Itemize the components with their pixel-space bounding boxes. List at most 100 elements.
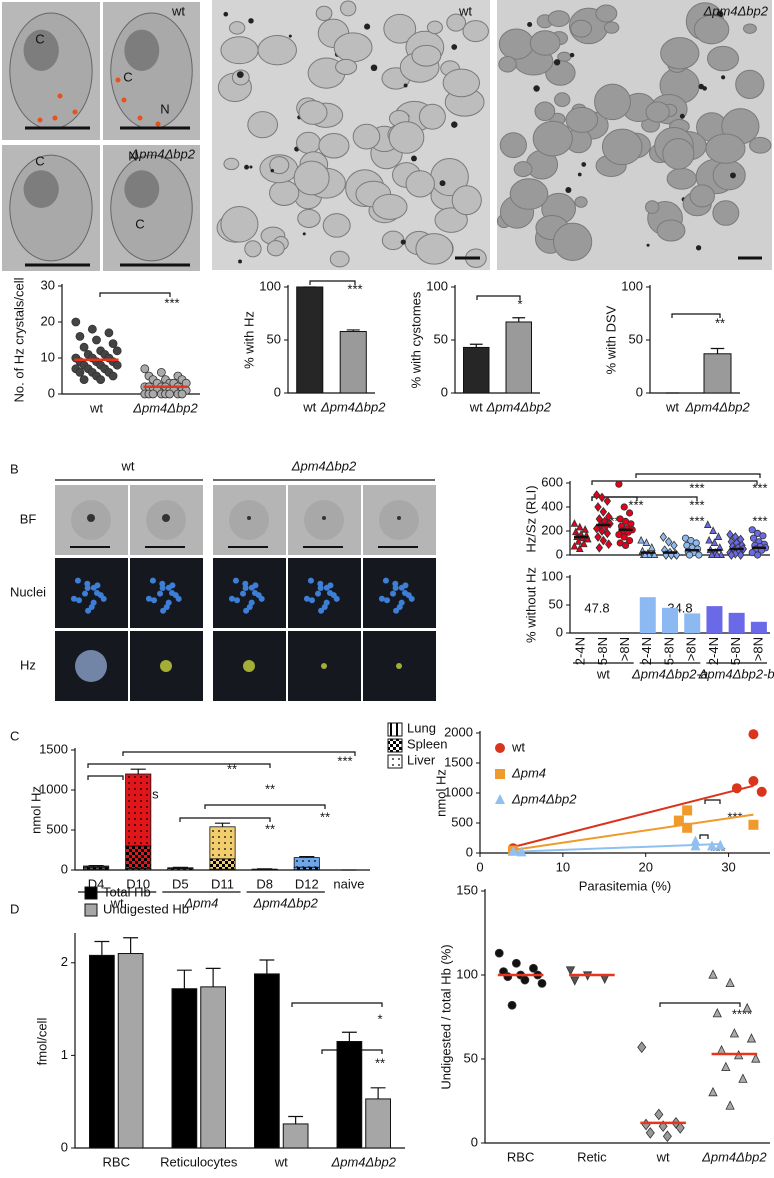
y-tick-label: 100 bbox=[426, 278, 448, 293]
sig-bracket bbox=[205, 805, 325, 809]
annotation: ** bbox=[227, 761, 237, 776]
data-point bbox=[686, 552, 692, 558]
y-tick-label: 200 bbox=[541, 522, 563, 537]
nucleus-dot bbox=[315, 591, 321, 597]
y-tick-label: 100 bbox=[621, 278, 643, 293]
cell bbox=[245, 241, 261, 257]
cell bbox=[353, 124, 380, 149]
nucleus-dot bbox=[308, 578, 314, 584]
hz-crystal bbox=[238, 260, 242, 264]
nucleus-dot bbox=[160, 608, 166, 614]
x-tick-label: RBC bbox=[507, 1149, 534, 1164]
x-tick-label: 2-4N bbox=[706, 637, 721, 665]
x-tick-label: Δpm4Δbp2 bbox=[132, 400, 198, 415]
bar bbox=[751, 622, 767, 633]
hz-signal bbox=[396, 663, 402, 669]
cell bbox=[694, 15, 728, 44]
cell bbox=[416, 234, 453, 265]
arrow-marker bbox=[138, 116, 143, 121]
x-tick-label: D11 bbox=[211, 876, 234, 891]
x-tick-label: 2-4N bbox=[639, 637, 654, 665]
cell bbox=[646, 102, 669, 122]
hz-crystal bbox=[570, 53, 574, 57]
nucleus-dot bbox=[85, 608, 91, 614]
cell bbox=[382, 231, 404, 249]
cell bbox=[221, 207, 258, 242]
hz-crystal bbox=[271, 169, 275, 173]
cell bbox=[389, 122, 424, 154]
hz-crystal bbox=[565, 187, 571, 193]
cell bbox=[595, 84, 631, 120]
nucleus-dot bbox=[409, 596, 415, 602]
data-point bbox=[748, 820, 758, 830]
cell bbox=[558, 52, 571, 61]
nucleus-dot bbox=[384, 597, 390, 603]
annotation: *** bbox=[752, 480, 767, 495]
arrow-marker bbox=[116, 78, 121, 83]
panel-letter: C bbox=[10, 728, 19, 743]
annotation: ** bbox=[375, 1055, 385, 1070]
sig-bracket bbox=[477, 296, 520, 300]
panel-letter: B bbox=[10, 461, 19, 476]
hz bbox=[247, 516, 251, 520]
y-axis-label: Hz/Sz (RLI) bbox=[523, 485, 538, 552]
x-tick-label: wt bbox=[89, 400, 103, 415]
legend-swatch bbox=[85, 887, 97, 899]
error-bar bbox=[177, 970, 192, 989]
micrograph-label: wt bbox=[458, 3, 472, 18]
legend-label: Spleen bbox=[407, 736, 447, 751]
data-point bbox=[622, 542, 628, 548]
y-axis-label: fmol/cell bbox=[34, 1018, 49, 1066]
group-label: wt bbox=[596, 666, 610, 681]
arrow-marker bbox=[122, 98, 127, 103]
annotation: *** bbox=[337, 753, 352, 768]
bar bbox=[640, 597, 656, 633]
bar bbox=[297, 287, 323, 393]
cell bbox=[267, 241, 284, 256]
nucleus-dot bbox=[71, 596, 77, 602]
data-point bbox=[596, 544, 602, 552]
cell bbox=[554, 223, 592, 260]
micrograph-label: C bbox=[35, 31, 44, 46]
x-tick-label: Δpm4Δbp2 bbox=[320, 399, 386, 414]
data-point bbox=[93, 336, 101, 344]
data-point bbox=[638, 537, 644, 543]
data-point bbox=[105, 329, 113, 337]
hz-crystal bbox=[696, 245, 701, 250]
data-point bbox=[595, 503, 601, 511]
y-axis-label: % without Hz bbox=[523, 567, 538, 643]
bar-segment bbox=[126, 846, 151, 868]
nucleus-dot bbox=[176, 596, 182, 602]
data-point bbox=[113, 361, 121, 369]
nucleus-dot bbox=[383, 578, 389, 584]
data-point bbox=[538, 979, 546, 987]
y-tick-label: 20 bbox=[41, 313, 55, 328]
data-point bbox=[646, 1128, 654, 1138]
y-tick-label: 0 bbox=[61, 861, 68, 876]
y-tick-label: 0 bbox=[466, 844, 473, 859]
x-tick-label: 5-8N bbox=[595, 637, 610, 665]
x-tick-label: >8N bbox=[750, 637, 765, 661]
cell bbox=[510, 179, 548, 209]
legend-label: Δpm4 bbox=[511, 765, 546, 780]
sig-bracket bbox=[88, 764, 270, 768]
cell bbox=[661, 38, 699, 69]
cell bbox=[663, 139, 694, 170]
hz-crystal bbox=[527, 22, 532, 27]
annotation: *** bbox=[689, 497, 704, 512]
data-point bbox=[512, 959, 520, 967]
hz bbox=[87, 514, 95, 522]
cell bbox=[602, 129, 642, 165]
cell bbox=[646, 201, 659, 214]
cell bbox=[10, 155, 92, 261]
error-bar bbox=[711, 348, 725, 353]
y-axis-label: nmol Hz bbox=[433, 769, 448, 817]
nucleus-dot bbox=[392, 581, 398, 587]
nucleus-dot bbox=[101, 596, 107, 602]
cell bbox=[452, 186, 481, 215]
cell bbox=[316, 6, 332, 20]
legend-swatch bbox=[388, 755, 402, 768]
nucleus-dot bbox=[151, 597, 157, 603]
